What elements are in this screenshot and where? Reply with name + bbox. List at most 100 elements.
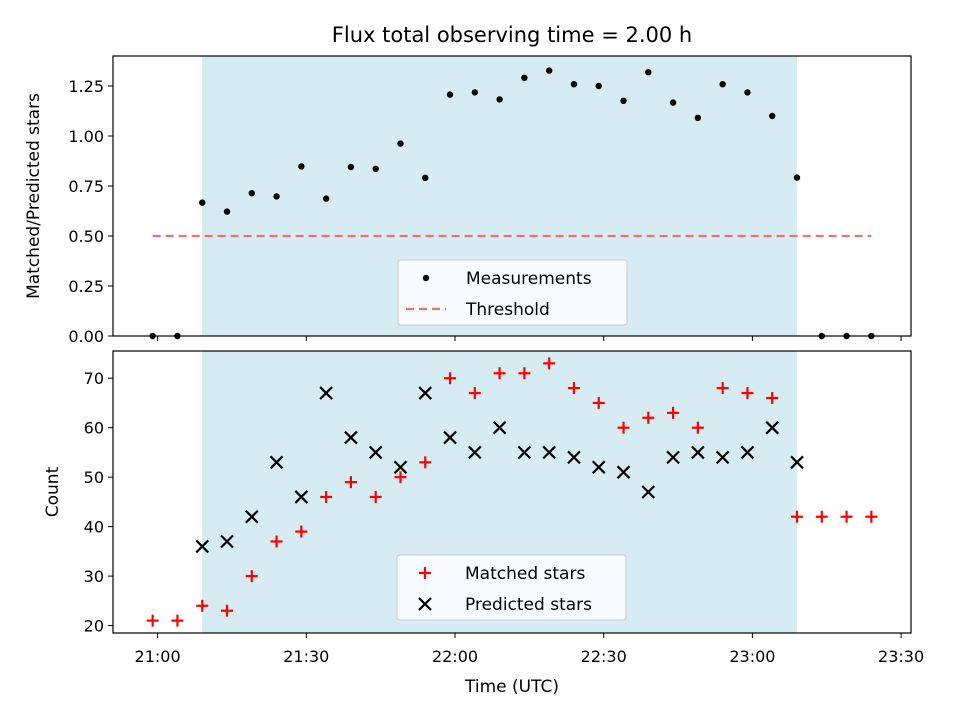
predicted-star-point: [245, 509, 259, 524]
predicted-star-point: [715, 450, 730, 465]
matched-star-point: [741, 387, 754, 400]
measurement-point: [545, 67, 553, 74]
matched-star-point: [791, 510, 803, 523]
measurement-point: [322, 195, 330, 202]
measurement-point: [347, 163, 355, 171]
matched-star-point: [344, 476, 357, 489]
measurement-point: [248, 190, 255, 197]
cross-b: [765, 420, 779, 435]
predicted-star-point: [765, 420, 779, 435]
cross-b: [368, 445, 383, 460]
x-tick-label: 22:00: [432, 647, 478, 666]
y-tick-label: 70: [84, 369, 104, 388]
cross-b: [393, 460, 408, 475]
y-tick-label: 30: [84, 567, 104, 586]
measurement-point: [372, 165, 379, 172]
matched-star-point: [840, 510, 853, 523]
matched-star-point: [493, 367, 506, 380]
predicted-star-point: [591, 460, 606, 475]
matched-star-point: [617, 421, 630, 434]
matched-star-point: [468, 387, 481, 400]
matched-star-point: [295, 525, 308, 538]
top-legend: Measurements Threshold: [397, 259, 628, 326]
measurement-point: [223, 208, 231, 215]
cross-b: [740, 445, 755, 460]
matched-star-point: [592, 396, 605, 409]
matched-star-point: [518, 367, 531, 380]
matched-star-point: [543, 357, 556, 370]
predicted-star-point: [269, 455, 284, 470]
matched-star-point: [369, 490, 382, 503]
measurement-point: [199, 199, 206, 206]
x-tick-label: 21:00: [135, 647, 181, 666]
matched-star-point: [419, 456, 432, 469]
measurement-point: [422, 174, 429, 181]
predicted-star-point: [740, 445, 755, 460]
predicted-star-point: [691, 445, 705, 460]
measurement-point: [570, 81, 578, 88]
predicted-star-point: [468, 445, 482, 460]
measurement-point: [769, 112, 776, 120]
bottom-axes-frame: [112, 350, 912, 634]
predicted-star-point: [492, 420, 507, 435]
predicted-star-point: [195, 539, 209, 554]
predicted-star-point: [790, 455, 804, 470]
cross-b: [715, 450, 730, 465]
predicted-star-point: [294, 490, 309, 504]
bottom-y-axis: 20 30 40 50 60 70: [84, 369, 113, 636]
matched-star-point: [716, 382, 729, 395]
y-tick-label: 40: [84, 518, 104, 537]
top-x-ticks: [157, 336, 902, 341]
measurement-point: [694, 114, 702, 122]
legend-label: Predicted stars: [465, 595, 592, 615]
y-tick-label: 0.75: [68, 177, 104, 196]
measurement-point: [595, 82, 602, 90]
cross-b: [591, 460, 606, 475]
bottom-legend: Matched stars Predicted stars: [396, 554, 627, 621]
bottom-y-axis-label: Count: [43, 466, 63, 517]
legend-label: Matched stars: [465, 564, 585, 584]
y-tick-label: 1.00: [68, 127, 104, 146]
cross-b: [418, 386, 433, 400]
matched-star-point: [146, 614, 159, 627]
matched-star-point: [766, 392, 779, 404]
cross-b: [542, 445, 556, 460]
matched-star-point: [196, 599, 209, 612]
cross-b: [517, 445, 532, 460]
matched-star-point: [245, 570, 258, 583]
cross-b: [468, 445, 482, 460]
top-plot-area: [149, 67, 875, 340]
matched-star-point: [444, 372, 457, 385]
cross-b: [492, 420, 507, 435]
x-tick-label: 23:30: [878, 647, 924, 666]
measurement-point: [620, 97, 627, 105]
cross-b: [790, 455, 804, 470]
matched-star-point: [667, 406, 680, 419]
cross-b: [294, 490, 309, 504]
predicted-star-point: [443, 430, 457, 445]
measurement-point: [397, 140, 404, 147]
predicted-star-point: [666, 450, 680, 465]
bottom-plot-area: [146, 357, 878, 627]
cross-b: [195, 539, 209, 554]
y-tick-label: 1.25: [68, 77, 104, 96]
x-tick-label: 22:30: [581, 647, 627, 666]
matched-star-point: [320, 490, 333, 503]
y-tick-label: 50: [84, 468, 104, 487]
legend-marker-plus: [419, 567, 431, 579]
cross-b: [418, 597, 432, 611]
predicted-star-point: [418, 386, 433, 400]
cross-b: [616, 465, 631, 479]
predicted-star-point: [517, 445, 532, 460]
measurement-point: [521, 74, 528, 82]
matched-star-point: [815, 510, 828, 523]
matched-star-point: [865, 510, 878, 523]
predicted-star-point: [567, 450, 581, 465]
top-y-axis-label: Matched/Predicted stars: [24, 93, 44, 299]
measurement-point: [645, 69, 652, 76]
legend-label: Threshold: [465, 300, 550, 320]
legend-label: Measurements: [466, 269, 592, 289]
bottom-panel: 20 30 40 50 60 70 21:00 21:30 22:00 22:30 23:00 23…: [43, 350, 924, 697]
matched-star-point: [691, 421, 704, 434]
legend-box: [397, 259, 628, 326]
